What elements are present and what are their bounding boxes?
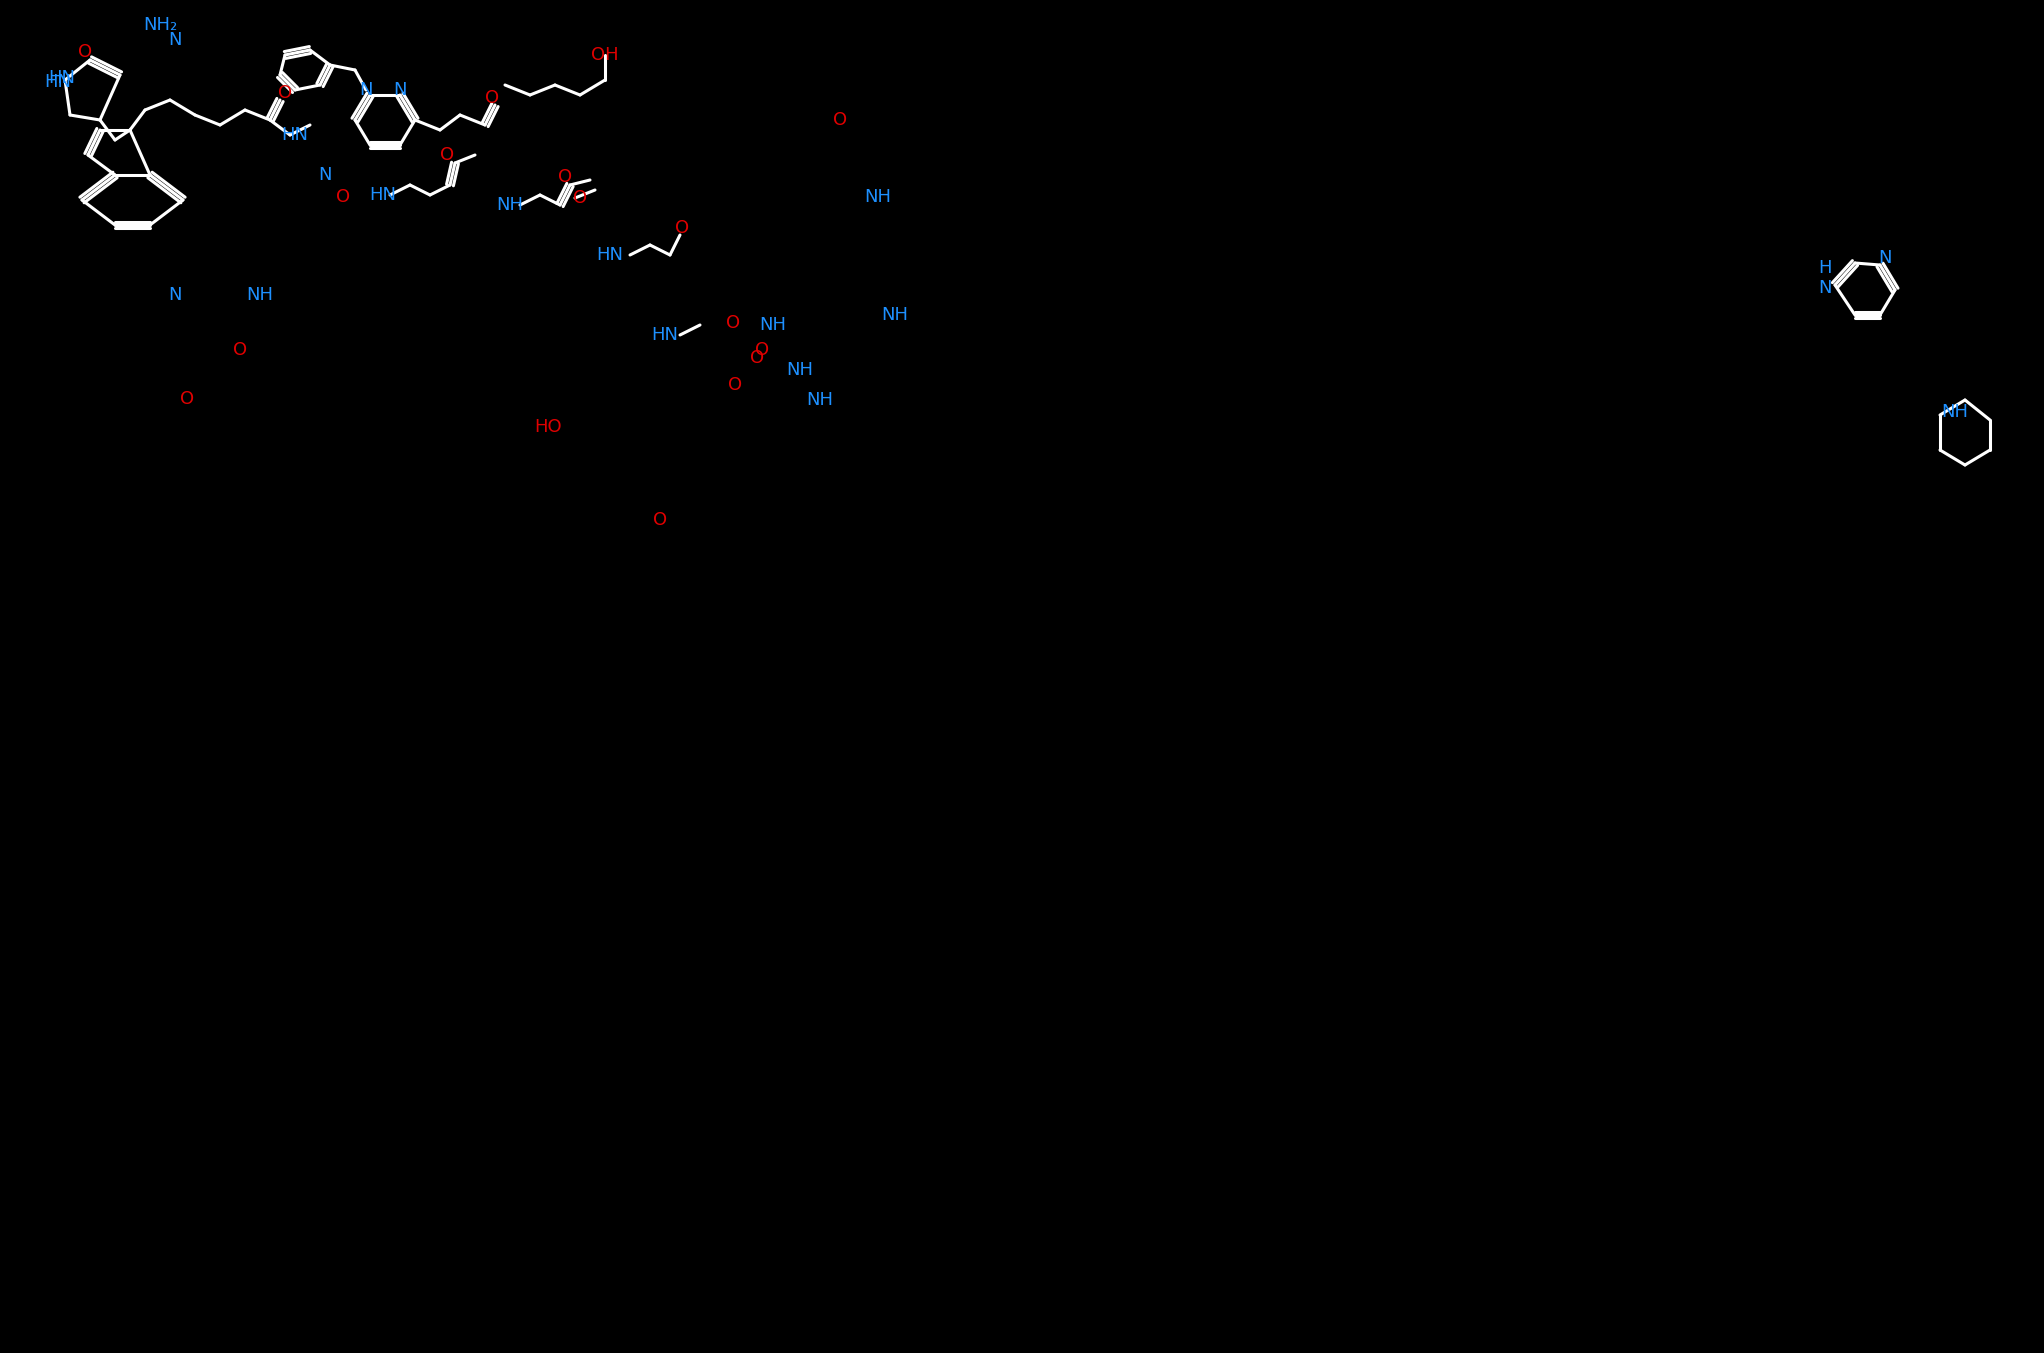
Text: NH: NH [807,391,834,409]
Text: OH: OH [591,46,619,64]
Text: HN: HN [370,185,397,204]
Text: NH: NH [865,188,891,206]
Text: N: N [360,81,372,99]
Text: HN: HN [282,126,309,143]
Text: N: N [1878,249,1893,267]
Text: HN: HN [652,326,679,344]
Text: NH: NH [760,317,787,334]
Text: O: O [484,89,499,107]
Text: O: O [335,188,350,206]
Text: NH: NH [881,306,908,323]
Text: NH: NH [787,361,814,379]
Text: O: O [834,111,846,129]
Text: HN: HN [597,246,623,264]
Text: O: O [675,219,689,237]
Text: HO: HO [533,418,562,436]
Text: O: O [652,511,666,529]
Text: O: O [754,341,769,359]
Text: N: N [168,285,182,304]
Text: NH: NH [247,285,274,304]
Text: O: O [726,314,740,331]
Text: N: N [392,81,407,99]
Text: HN: HN [45,73,72,91]
Text: O: O [78,43,92,61]
Text: NH: NH [1942,403,1968,421]
Text: NH: NH [497,196,523,214]
Text: O: O [439,146,454,164]
Text: N: N [168,31,182,49]
Text: H
N: H N [1819,258,1831,298]
Text: O: O [728,376,742,394]
Text: N: N [319,166,331,184]
Text: O: O [233,341,247,359]
Text: O: O [180,390,194,409]
Text: O: O [558,168,572,185]
Text: NH₂: NH₂ [143,16,178,34]
Text: O: O [750,349,764,367]
Text: HN: HN [49,69,76,87]
Text: O: O [278,84,292,101]
Text: O: O [572,189,587,207]
